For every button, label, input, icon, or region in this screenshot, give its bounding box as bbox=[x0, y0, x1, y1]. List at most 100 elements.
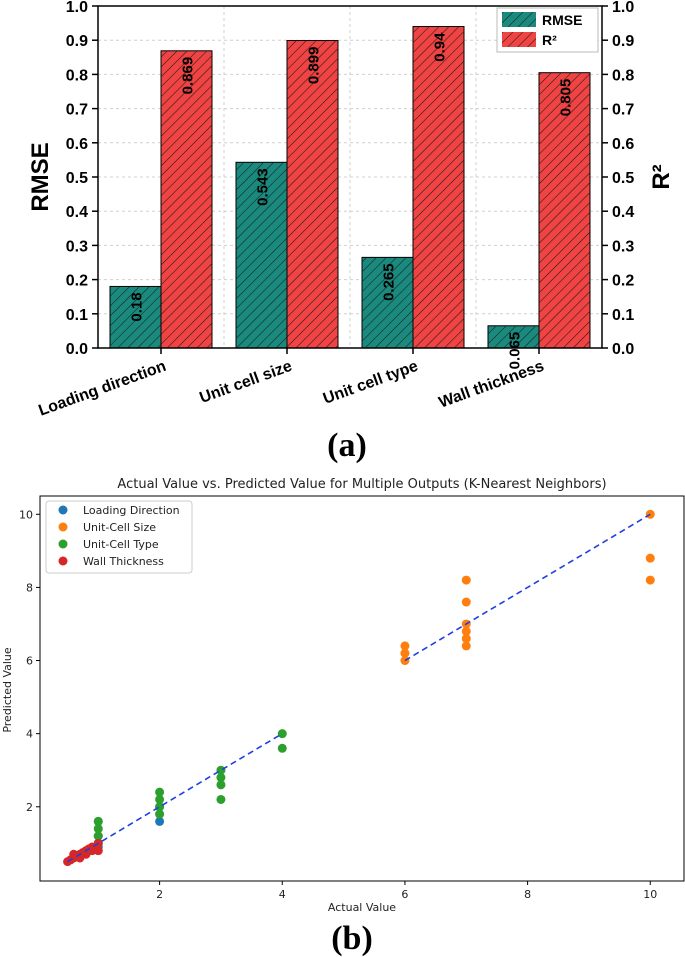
x-tick-label: Loading direction bbox=[36, 358, 168, 420]
y-tick-label: 10 bbox=[19, 508, 33, 521]
x-tick-label: 4 bbox=[279, 888, 286, 901]
legend-label-r2: R² bbox=[542, 32, 557, 48]
y-tick-label: 1.0 bbox=[66, 0, 88, 16]
bar-hatch bbox=[110, 286, 161, 348]
left-y-ticks: 0.0 0.1 0.2 0.3 0.4 0.5 0.6 0.7 0.8 0.9 1.0 bbox=[66, 0, 98, 358]
y2-tick-label: 0.6 bbox=[612, 136, 634, 153]
scatter-chart-panel: Actual Value vs. Predicted Value for Mul… bbox=[1, 477, 685, 957]
legend-label-rmse: RMSE bbox=[542, 12, 582, 28]
panel-label-a: (a) bbox=[327, 427, 367, 464]
y2-tick-label: 0.8 bbox=[612, 67, 634, 84]
chart-title: Actual Value vs. Predicted Value for Mul… bbox=[117, 477, 606, 492]
x-tick-labels: Loading direction Unit cell size Unit cell… bbox=[36, 348, 546, 420]
y-axis-label: Predicted Value bbox=[1, 647, 14, 733]
point-unit-cell-type bbox=[155, 809, 165, 819]
y2-tick-label: 0.1 bbox=[612, 307, 634, 324]
x-axis-label: Actual Value bbox=[328, 901, 396, 914]
bar-hatch bbox=[362, 257, 413, 348]
bar-value-label: 0.543 bbox=[255, 168, 272, 206]
bar-hatch bbox=[161, 50, 212, 348]
x-tick-label: 10 bbox=[643, 888, 657, 901]
point-unit-cell-size bbox=[645, 553, 655, 563]
point-unit-cell-type bbox=[155, 794, 165, 804]
legend-label-unit-cell-type: Unit-Cell Type bbox=[83, 538, 159, 551]
bar-value-label: 0.18 bbox=[129, 292, 146, 321]
y-tick-label: 2 bbox=[26, 801, 33, 814]
bar-value-label: 0.869 bbox=[180, 57, 197, 95]
legend-marker-unit-cell-type bbox=[58, 539, 68, 549]
y-axis-label: RMSE bbox=[27, 142, 54, 211]
y-tick-label: 0.7 bbox=[66, 102, 88, 119]
point-unit-cell-type bbox=[277, 743, 287, 753]
y2-axis-label: R² bbox=[648, 164, 675, 189]
y-tick-label: 0.6 bbox=[66, 136, 88, 153]
legend-marker-wall-thickness bbox=[58, 556, 68, 566]
point-unit-cell-size bbox=[461, 634, 471, 644]
bar-hatch bbox=[539, 72, 590, 348]
point-unit-cell-type bbox=[216, 773, 226, 783]
point-unit-cell-size bbox=[645, 575, 655, 585]
point-unit-cell-size bbox=[461, 626, 471, 636]
bar-hatch bbox=[413, 26, 464, 349]
point-unit-cell-type bbox=[93, 816, 103, 826]
y2-tick-label: 0.0 bbox=[612, 341, 634, 358]
point-unit-cell-size bbox=[461, 641, 471, 651]
y-tick-label: 0.0 bbox=[66, 341, 88, 358]
point-loading-direction bbox=[155, 816, 165, 826]
y2-tick-label: 0.5 bbox=[612, 170, 634, 187]
point-wall-thickness bbox=[93, 846, 103, 856]
bar-value-label: 0.265 bbox=[381, 263, 398, 301]
y2-tick-label: 1.0 bbox=[612, 0, 634, 16]
legend-marker-loading-direction bbox=[58, 505, 68, 515]
y2-tick-label: 0.7 bbox=[612, 102, 634, 119]
point-unit-cell-type bbox=[155, 787, 165, 797]
y-tick-label: 8 bbox=[26, 581, 33, 594]
x-tick-label: Unit cell type bbox=[321, 358, 420, 408]
y-tick-label: 0.4 bbox=[66, 204, 88, 221]
reference-line bbox=[404, 513, 651, 662]
bar-value-labels: 0.18 0.869 0.543 0.899 0.265 0.94 0.065 0.805 bbox=[129, 32, 575, 369]
plot-frame bbox=[39, 495, 685, 882]
bar-chart-panel: 0.0 0.1 0.2 0.3 0.4 0.5 0.6 0.7 0.8 0.9 1.0 0.0 0.1… bbox=[27, 0, 675, 464]
legend-box bbox=[45, 500, 193, 574]
x-tick-label: 8 bbox=[524, 888, 531, 901]
right-y-ticks: 0.0 0.1 0.2 0.3 0.4 0.5 0.6 0.7 0.8 0.9 1.0 bbox=[602, 0, 634, 358]
reference-line bbox=[67, 732, 283, 863]
point-unit-cell-size bbox=[400, 641, 410, 651]
point-unit-cell-type bbox=[277, 729, 287, 739]
x-tick-label: 2 bbox=[156, 888, 163, 901]
bar-value-label: 0.94 bbox=[432, 32, 449, 62]
y2-tick-label: 0.2 bbox=[612, 273, 634, 290]
y-tick-label: 0.3 bbox=[66, 238, 88, 255]
y-tick-label: 0.2 bbox=[66, 273, 88, 290]
x-tick-label: Unit cell size bbox=[197, 358, 294, 407]
y-ticks: 2 4 6 8 10 bbox=[19, 508, 40, 814]
point-unit-cell-size bbox=[461, 575, 471, 585]
x-tick-label: Wall thickness bbox=[437, 358, 547, 412]
y2-tick-label: 0.4 bbox=[612, 204, 634, 221]
point-unit-cell-type bbox=[93, 824, 103, 834]
legend-marker-unit-cell-size bbox=[58, 522, 68, 532]
legend-label-loading-direction: Loading Direction bbox=[83, 504, 180, 517]
bar-hatch bbox=[287, 40, 338, 349]
point-unit-cell-type bbox=[216, 780, 226, 790]
point-unit-cell-type bbox=[216, 794, 226, 804]
bar-value-label: 0.065 bbox=[507, 332, 524, 370]
reference-lines bbox=[67, 513, 651, 863]
legend-label-unit-cell-size: Unit-Cell Size bbox=[83, 521, 156, 534]
panel-label-b: (b) bbox=[331, 920, 373, 957]
legend: RMSE R² bbox=[496, 7, 599, 53]
point-unit-cell-type bbox=[93, 831, 103, 841]
y-tick-label: 0.5 bbox=[66, 170, 88, 187]
y-tick-label: 0.9 bbox=[66, 33, 88, 50]
point-unit-cell-size bbox=[461, 597, 471, 607]
y-tick-label: 6 bbox=[26, 655, 33, 668]
bar-hatch bbox=[236, 162, 287, 348]
y2-tick-label: 0.9 bbox=[612, 33, 634, 50]
legend: Loading Direction Unit-Cell Size Unit-Cell… bbox=[45, 500, 193, 574]
y-tick-label: 4 bbox=[26, 728, 33, 741]
x-ticks: 2 4 6 8 10 bbox=[156, 881, 657, 901]
legend-label-wall-thickness: Wall Thickness bbox=[83, 555, 164, 568]
bar-hatch bbox=[488, 325, 539, 348]
